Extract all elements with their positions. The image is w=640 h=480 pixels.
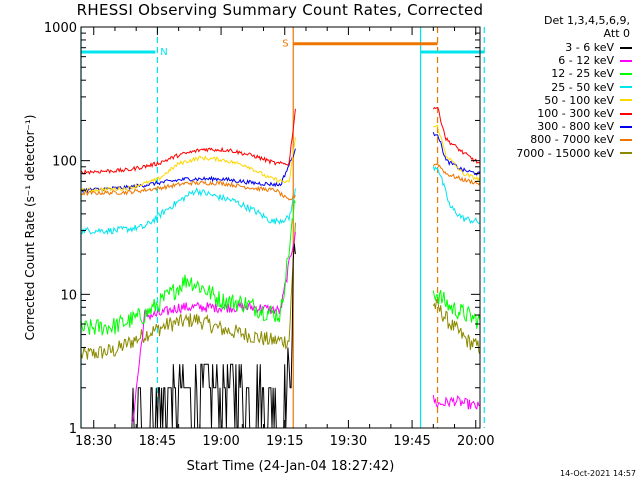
legend-entry-swatch xyxy=(620,125,632,128)
legend-entry-swatch xyxy=(620,86,632,89)
legend-entry: 6 - 12 keV xyxy=(516,54,632,67)
legend-entry-label: 50 - 100 keV xyxy=(544,93,614,107)
legend-entry-label: 3 - 6 keV xyxy=(565,41,614,55)
legend-entry-swatch xyxy=(620,138,632,141)
x-tick-label: 18:30 xyxy=(75,434,112,449)
legend-entry-swatch xyxy=(620,152,632,155)
series-line xyxy=(432,298,480,355)
chart-title: RHESSI Observing Summary Count Rates, Co… xyxy=(76,1,484,19)
series-line xyxy=(432,166,480,225)
y-tick-label: 1000 xyxy=(44,21,77,36)
x-tick-label: 18:45 xyxy=(139,434,176,449)
legend-entry-swatch xyxy=(620,72,632,75)
x-tick-label: 19:15 xyxy=(266,434,303,449)
series-line xyxy=(81,187,296,236)
y-tick-label: 1 xyxy=(69,422,77,437)
series-line xyxy=(81,148,296,194)
x-axis-label: Start Time (24-Jan-04 18:27:42) xyxy=(187,459,395,474)
legend-entry: 300 - 800 keV xyxy=(516,120,632,133)
series-line xyxy=(81,137,296,194)
legend: 3 - 6 keV 6 - 12 keV 12 - 25 keV 25 - 50 ke… xyxy=(516,41,632,160)
series-line xyxy=(432,289,480,330)
series-line xyxy=(81,108,296,175)
legend-entry-label: 12 - 25 keV xyxy=(551,67,614,81)
legend-entry: 25 - 50 keV xyxy=(516,81,632,94)
legend-entry-label: 800 - 7000 keV xyxy=(530,133,614,147)
legend-entry-label: 300 - 800 keV xyxy=(537,120,614,134)
legend-entry-swatch xyxy=(620,46,632,49)
y-axis-label: Corrected Count Rate (s⁻¹ detector⁻¹) xyxy=(23,115,37,341)
date-stamp: 14-Oct-2021 14:57 xyxy=(560,469,636,478)
series-line xyxy=(432,106,480,164)
series-line xyxy=(81,198,296,336)
series-line xyxy=(433,124,480,183)
x-tick-label: 20:00 xyxy=(457,434,494,449)
legend-entry-label: 6 - 12 keV xyxy=(558,54,614,68)
flag-label: N xyxy=(160,47,167,58)
x-tick-label: 19:45 xyxy=(393,434,430,449)
flag-label: S xyxy=(282,39,288,50)
legend-entry-swatch xyxy=(620,99,632,102)
series-line xyxy=(81,222,296,360)
legend-entry-swatch xyxy=(620,112,632,115)
legend-entry: 100 - 300 keV xyxy=(516,107,632,120)
series-line xyxy=(131,232,296,424)
plot-frame xyxy=(80,26,481,429)
series-line xyxy=(131,243,296,428)
legend-entry-label: 25 - 50 keV xyxy=(551,80,614,94)
legend-header-line-2: Att 0 xyxy=(603,27,630,40)
legend-entry-swatch xyxy=(620,59,632,62)
series-line xyxy=(432,161,480,186)
legend-entry: 3 - 6 keV xyxy=(516,41,632,54)
series-line xyxy=(432,394,480,410)
legend-entry-label: 100 - 300 keV xyxy=(537,107,614,121)
legend-entry: 50 - 100 keV xyxy=(516,94,632,107)
legend-entry: 12 - 25 keV xyxy=(516,67,632,80)
legend-header: Det 1,3,4,5,6,9, Att 0 xyxy=(544,14,630,40)
legend-entry: 800 - 7000 keV xyxy=(516,133,632,146)
x-tick-label: 19:00 xyxy=(202,434,239,449)
legend-entry-label: 7000 - 15000 keV xyxy=(516,146,614,160)
y-tick-label: 10 xyxy=(60,288,77,303)
legend-header-line-1: Det 1,3,4,5,6,9, xyxy=(543,14,630,27)
x-tick-label: 19:30 xyxy=(330,434,367,449)
series-line xyxy=(81,180,296,201)
series-group xyxy=(81,106,480,428)
y-tick-label: 100 xyxy=(52,155,77,170)
legend-entry: 7000 - 15000 keV xyxy=(516,147,632,160)
